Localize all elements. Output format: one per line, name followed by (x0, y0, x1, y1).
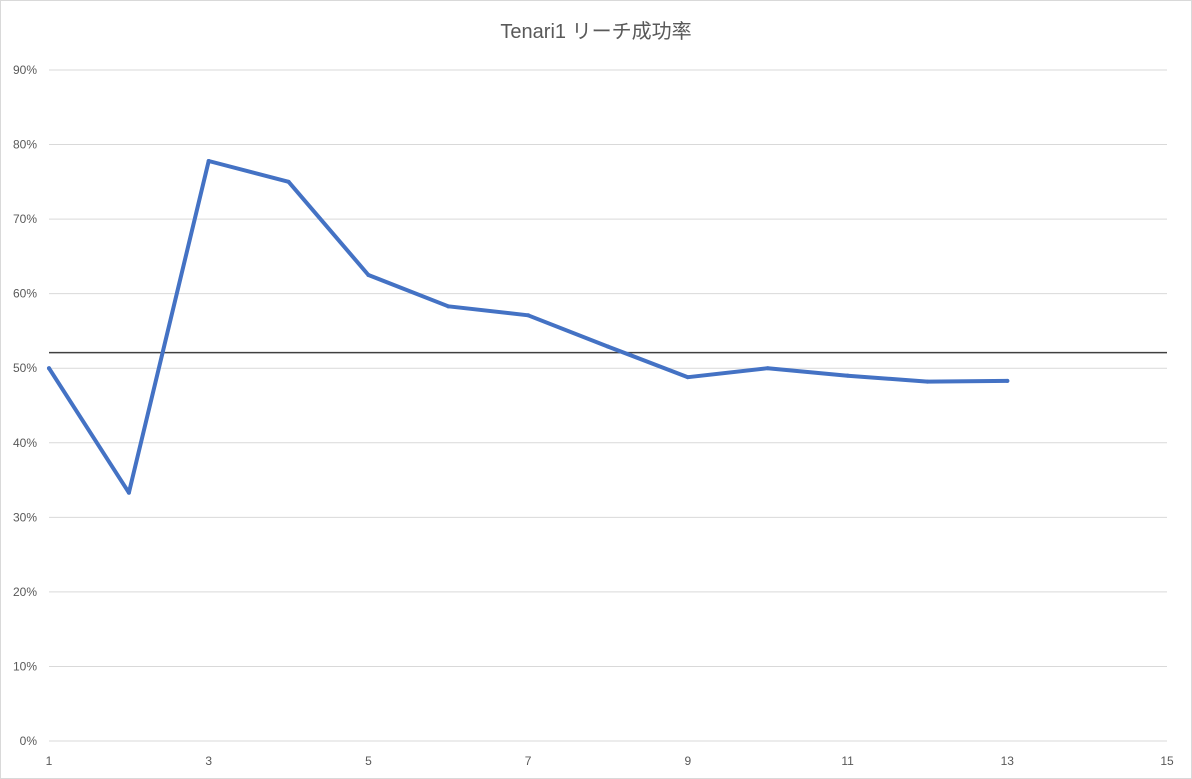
data-point (765, 366, 770, 371)
y-tick-label: 70% (13, 212, 37, 226)
y-tick-label: 0% (20, 734, 38, 748)
data-point (1005, 378, 1010, 383)
y-tick-label: 20% (13, 585, 37, 599)
data-point (606, 344, 610, 349)
x-tick-label: 3 (205, 754, 212, 768)
x-tick-label: 11 (841, 754, 854, 768)
y-tick-label: 30% (13, 510, 37, 524)
x-tick-label: 9 (685, 754, 692, 768)
y-tick-label: 50% (13, 361, 37, 375)
x-tick-labels: 1 3 5 7 9 11 13 15 (46, 754, 1174, 768)
data-point (47, 366, 51, 371)
chart-title: Tenari1 リーチ成功率 (500, 20, 691, 43)
data-point (446, 304, 451, 309)
grid-lines (49, 69, 1167, 667)
data-point (526, 313, 531, 318)
y-tick-labels: 0% 10% 20% 30% 40% 50% 60% 70% 80% 90% (13, 63, 37, 748)
x-tick-label: 5 (365, 754, 372, 768)
data-point (206, 158, 211, 163)
data-point (366, 273, 371, 278)
x-tick-label: 13 (1001, 754, 1015, 768)
data-point (126, 490, 131, 495)
data-point (845, 373, 850, 378)
y-tick-label: 10% (13, 659, 37, 673)
data-point (685, 375, 690, 380)
y-tick-label: 40% (13, 436, 37, 450)
x-tick-label: 1 (46, 754, 53, 768)
x-tick-label: 7 (525, 754, 532, 768)
y-tick-label: 80% (13, 138, 37, 152)
y-tick-label: 90% (13, 63, 37, 77)
y-tick-label: 60% (13, 287, 37, 301)
x-tick-label: 15 (1160, 754, 1174, 768)
data-point (925, 379, 930, 384)
data-point (286, 179, 291, 184)
series-group (47, 158, 1010, 495)
